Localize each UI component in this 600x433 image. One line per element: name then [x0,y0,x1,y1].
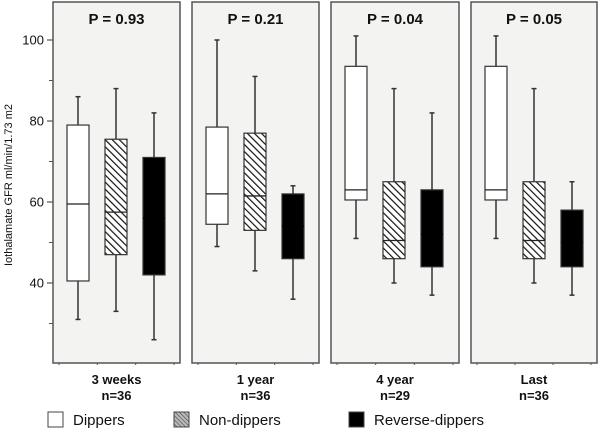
y-axis-label: Iothalamate GFR ml/min/1.73 m2 [3,104,15,266]
sample-size-label: n=36 [519,388,549,403]
iqr-box [484,65,508,201]
box-reverse-dippers [420,112,444,296]
sample-size-label: n=36 [241,388,271,403]
iqr-box [382,181,406,260]
box-non-dippers [104,87,128,313]
iqr-box [420,189,444,268]
legend-item-non-dippers: Non-dippers [173,411,281,429]
legend-label: Dippers [73,412,125,429]
box-non-dippers [382,87,406,284]
category-label: 4 year [376,372,414,387]
box-dippers [205,39,229,248]
legend-label: Non-dippers [199,412,281,429]
sample-size-label: n=36 [102,388,132,403]
iqr-box [522,181,546,260]
p-value-label: P = 0.05 [506,11,562,28]
box-reverse-dippers [142,112,166,341]
legend-swatch [348,411,365,428]
box-non-dippers [522,87,546,284]
p-value-label: P = 0.93 [88,11,144,28]
box-dippers [66,95,90,321]
iqr-box [142,156,166,276]
legend-item-reverse-dippers: Reverse-dippers [348,411,484,429]
box-dippers [484,35,508,240]
y-axis: 40 60 80 100 [22,33,53,324]
box-non-dippers [243,75,267,272]
y-tick-label: 100 [22,33,44,48]
box-reverse-dippers [281,185,305,300]
sample-size-label: n=29 [380,388,410,403]
iqr-box [344,65,368,201]
legend: Dippers Non-dippers Reverse-dippers [47,411,484,429]
category-label: 1 year [237,372,275,387]
iqr-box [104,138,128,256]
y-tick-label: 60 [30,195,44,210]
p-value-label: P = 0.21 [227,11,283,28]
legend-item-dippers: Dippers [47,411,125,429]
legend-swatch [47,411,64,428]
iqr-box [205,126,229,225]
iqr-box [560,209,584,268]
category-label: Last [521,372,548,387]
box-reverse-dippers [560,181,584,296]
y-tick-label: 40 [30,276,44,291]
legend-swatch [173,411,190,428]
iqr-box [66,124,90,282]
category-label: 3 weeks [92,372,142,387]
box-dippers [344,35,368,240]
p-value-label: P = 0.04 [367,11,424,28]
iqr-box [243,132,267,231]
y-tick-label: 80 [30,114,44,129]
legend-label: Reverse-dippers [374,412,484,429]
